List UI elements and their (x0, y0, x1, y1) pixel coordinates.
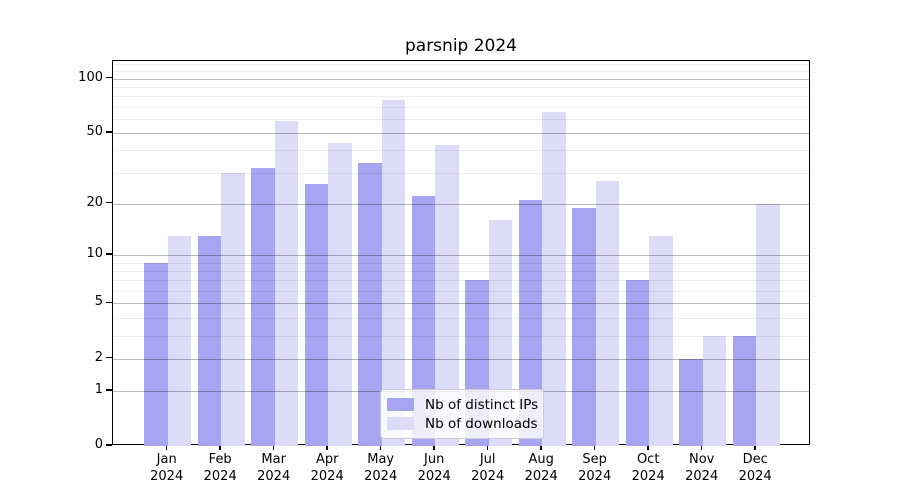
legend: Nb of distinct IPs Nb of downloads (380, 389, 544, 439)
x-tick-month: Jul (479, 452, 496, 467)
bar-distinct-ips-mar (251, 167, 275, 446)
x-tick-month: Jan (156, 452, 177, 467)
chart-title: parsnip 2024 (404, 36, 517, 56)
y-tick-mark (106, 253, 112, 255)
bar-distinct-ips-jan (144, 262, 168, 446)
y-tick-label: 20 (86, 194, 103, 210)
y-tick-mark (106, 201, 112, 204)
y-tick-mark (106, 131, 112, 133)
x-tick-mark (593, 445, 596, 450)
x-tick-year: 2024 (150, 469, 184, 484)
x-tick-label: Sep 2024 (563, 451, 627, 485)
bar-distinct-ips-sep (572, 207, 596, 446)
y-tick-mark (106, 76, 112, 79)
x-tick-label: May 2024 (349, 451, 413, 485)
x-tick-month: Aug (528, 452, 554, 467)
legend-swatch-distinct-ips (387, 398, 414, 411)
x-tick-year: 2024 (257, 469, 291, 484)
x-tick-mark (379, 445, 382, 450)
x-tick-mark (700, 445, 703, 450)
bar-downloads-jun (435, 144, 459, 446)
y-tick-mark (106, 444, 112, 446)
x-tick-mark (272, 445, 275, 450)
y-tick-mark (106, 389, 112, 391)
y-tick-label: 5 (94, 294, 103, 310)
x-tick-mark (486, 445, 489, 450)
bar-downloads-nov (702, 335, 727, 446)
bars-layer (113, 61, 809, 446)
x-tick-month: Feb (208, 452, 232, 467)
bar-downloads-may (381, 100, 406, 446)
x-tick-label: Feb 2024 (188, 451, 252, 485)
bar-downloads-oct (649, 235, 673, 446)
y-tick-mark (106, 301, 112, 304)
plot-area: Nb of distinct IPs Nb of downloads (112, 60, 810, 446)
x-tick-year: 2024 (417, 469, 451, 484)
legend-entry-distinct-ips: Nb of distinct IPs (387, 396, 539, 413)
x-tick-year: 2024 (578, 469, 612, 484)
x-tick-month: Nov (689, 452, 715, 467)
x-tick-month: Mar (261, 452, 286, 467)
x-tick-year: 2024 (524, 469, 558, 484)
bar-downloads-feb (221, 172, 245, 446)
x-tick-label: Apr 2024 (295, 451, 359, 485)
x-tick-label: Dec 2024 (723, 451, 787, 485)
x-tick-label: Mar 2024 (242, 451, 306, 485)
x-tick-year: 2024 (203, 469, 237, 484)
bar-distinct-ips-dec (732, 335, 757, 446)
x-tick-mark (219, 445, 221, 450)
x-tick-month: Dec (742, 452, 768, 467)
x-tick-mark (326, 445, 328, 450)
x-tick-mark (754, 445, 756, 450)
legend-entry-downloads: Nb of downloads (387, 415, 538, 432)
x-tick-mark (540, 445, 542, 450)
bar-distinct-ips-may (358, 162, 382, 446)
y-tick-label: 1 (94, 381, 103, 397)
x-tick-year: 2024 (631, 469, 665, 484)
legend-label-distinct-ips: Nb of distinct IPs (425, 396, 539, 413)
x-tick-label: Jan 2024 (135, 451, 199, 485)
x-tick-label: Aug 2024 (509, 451, 573, 485)
bar-downloads-mar (274, 121, 299, 446)
bar-downloads-dec (756, 203, 780, 446)
x-tick-month: Sep (582, 452, 607, 467)
x-tick-label: Jun 2024 (402, 451, 466, 485)
bar-distinct-ips-oct (625, 280, 650, 446)
x-tick-label: Jul 2024 (456, 451, 520, 485)
x-tick-label: Oct 2024 (616, 451, 680, 485)
bar-downloads-aug (542, 112, 566, 446)
x-tick-month: Jun (424, 452, 445, 467)
x-tick-year: 2024 (738, 469, 772, 484)
legend-swatch-downloads (387, 417, 414, 430)
x-tick-year: 2024 (364, 469, 398, 484)
bar-downloads-apr (328, 142, 352, 446)
y-tick-mark (106, 356, 112, 359)
y-tick-label: 50 (86, 124, 103, 139)
x-tick-year: 2024 (685, 469, 719, 484)
x-tick-month: Apr (315, 452, 339, 467)
bar-downloads-jan (167, 235, 192, 446)
x-tick-mark (433, 445, 435, 450)
x-tick-month: May (367, 452, 395, 467)
x-tick-label: Nov 2024 (670, 451, 734, 485)
bar-distinct-ips-feb (197, 235, 222, 446)
x-tick-year: 2024 (310, 469, 344, 484)
bar-downloads-sep (595, 180, 620, 446)
y-tick-label: 10 (86, 246, 103, 262)
bar-distinct-ips-jun (411, 196, 436, 446)
bar-distinct-ips-aug (518, 199, 543, 446)
bar-distinct-ips-nov (679, 358, 703, 446)
y-tick-label: 0 (94, 437, 103, 452)
x-tick-mark (647, 445, 649, 450)
legend-label-downloads: Nb of downloads (425, 415, 538, 432)
bar-distinct-ips-apr (304, 183, 329, 446)
y-tick-label: 100 (78, 69, 103, 85)
x-tick-year: 2024 (471, 469, 505, 484)
x-tick-month: Oct (636, 452, 660, 467)
y-tick-label: 2 (94, 349, 103, 365)
x-tick-mark (165, 445, 168, 450)
